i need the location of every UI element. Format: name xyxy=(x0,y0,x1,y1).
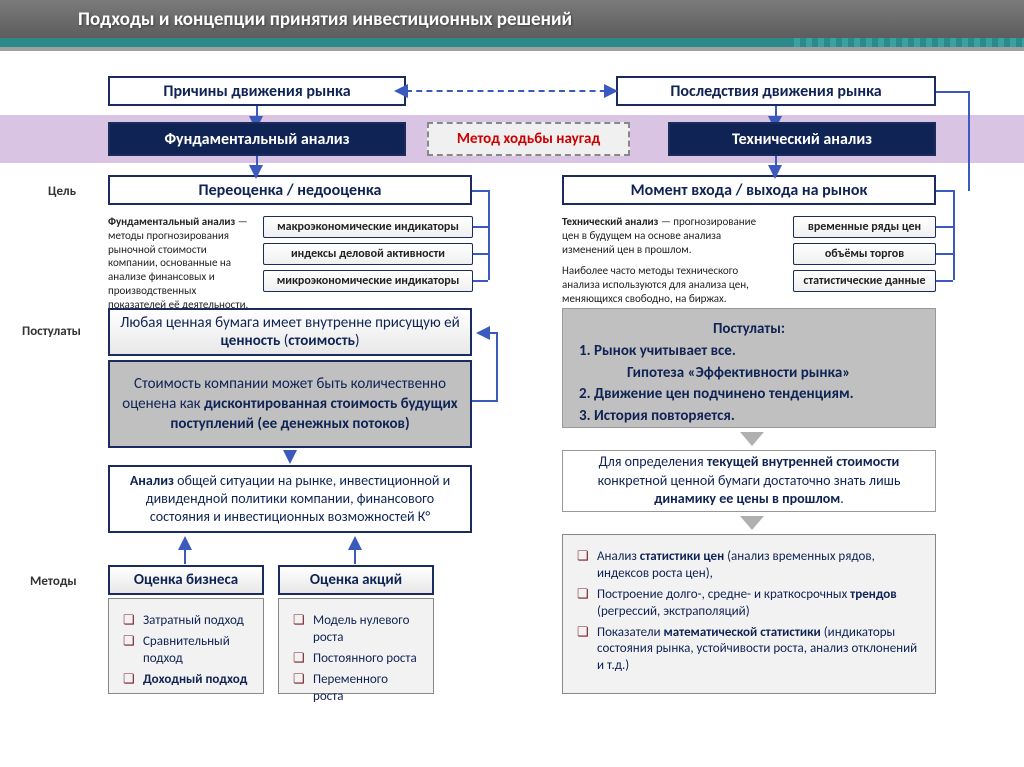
mr-1: Анализ статистики цен (анализ временных … xyxy=(577,549,921,583)
ind-left-3-label: микроэкономические индикаторы xyxy=(277,274,460,288)
mr-3: Показатели математической статистики (ин… xyxy=(577,625,921,676)
ind-left-1: макроэкономические индикаторы xyxy=(263,216,473,238)
label-causes: Причины движения рынка xyxy=(163,82,350,101)
arrow-icon xyxy=(249,165,263,179)
label-methods: Методы xyxy=(30,574,77,589)
connector xyxy=(488,190,490,280)
box-market-effects: Последствия движения рынка xyxy=(616,76,936,106)
stock-title: Оценка акций xyxy=(310,571,402,589)
box-market-causes: Причины движения рынка xyxy=(108,76,406,106)
connector xyxy=(354,548,356,564)
stock-i1: Модель нулевого роста xyxy=(293,613,419,647)
box-random-walk: Метод ходьбы наугад xyxy=(427,122,630,156)
list-biz: Затратный подход Сравнительный подход До… xyxy=(108,598,264,694)
post-left-3: Анализ общей ситуации на рынке, инвестиц… xyxy=(108,465,472,533)
box-internal-value: Для определения текущей внутренней стоим… xyxy=(562,450,936,512)
box-fundamental: Фундаментальный анализ xyxy=(108,122,406,156)
connector xyxy=(472,190,488,192)
dashed-link xyxy=(406,90,616,92)
p2: Стоимость компании может быть количестве… xyxy=(122,374,458,435)
label-effects: Последствия движения рынка xyxy=(670,82,881,101)
connector xyxy=(936,280,953,282)
connector xyxy=(968,91,970,191)
post-right-1sub: Гипотеза «Эффективности рынка» xyxy=(579,363,919,385)
arrow-icon xyxy=(604,84,618,98)
stock-i3: Переменного роста xyxy=(293,672,419,706)
post-left-1: Любая ценная бумага имеет внутренне прис… xyxy=(108,308,472,356)
connector xyxy=(936,253,953,255)
connector xyxy=(936,91,970,93)
box-stock-title: Оценка акций xyxy=(278,565,434,595)
ind-left-1-label: макроэкономические индикаторы xyxy=(277,220,459,234)
biz-title: Оценка бизнеса xyxy=(134,571,238,589)
ind-left-2: индексы деловой активности xyxy=(263,243,473,265)
arrow-icon xyxy=(283,450,297,464)
box-goal-right: Момент входа / выхода на рынок xyxy=(562,175,936,205)
ind-right-1: временные ряды цен xyxy=(793,216,936,238)
list-stock: Модель нулевого роста Постоянного роста … xyxy=(278,598,434,694)
ind-right-1-label: временные ряды цен xyxy=(808,220,921,234)
desc-tech2: Наиболее часто методы технического анали… xyxy=(562,264,749,305)
ind-right-3-label: статистические данные xyxy=(803,274,925,288)
label-goal: Цель xyxy=(48,184,76,199)
arrow-icon xyxy=(740,432,764,446)
desc-fund-t: — методы прогнозирования рыночной стоимо… xyxy=(108,215,248,311)
connector xyxy=(496,332,498,400)
box-technical: Технический анализ xyxy=(668,122,936,156)
teal-stripe xyxy=(0,38,1024,47)
label-technical: Технический анализ xyxy=(732,130,872,149)
page-title: Подходы и концепции принятия инвестицион… xyxy=(78,8,572,31)
biz-i1: Затратный подход xyxy=(123,613,249,630)
ind-left-2-label: индексы деловой активности xyxy=(291,247,445,261)
gray-line xyxy=(0,47,1024,51)
post-right-2: 2. Движение цен подчинено тенденциям. xyxy=(579,384,919,406)
box-goal-left: Переоценка / недооценка xyxy=(108,175,472,205)
biz-i3: Доходный подход xyxy=(123,672,249,689)
connector xyxy=(472,400,498,402)
iv: Для определения текущей внутренней стоим… xyxy=(577,453,921,510)
post-left-2: Стоимость компании может быть количестве… xyxy=(108,360,472,448)
connector xyxy=(473,253,488,255)
arrow-icon xyxy=(740,516,764,530)
desc-fund-b: Фундаментальный анализ xyxy=(108,215,235,228)
biz-i2: Сравнительный подход xyxy=(123,634,249,668)
ind-left-3: микроэкономические индикаторы xyxy=(263,270,473,292)
connector xyxy=(936,226,953,228)
connector xyxy=(936,190,953,192)
post-right-1: 1. Рынок учитывает все. xyxy=(579,341,919,363)
connector xyxy=(953,190,955,280)
arrow-icon xyxy=(394,84,408,98)
label-random: Метод ходьбы наугад xyxy=(457,130,600,148)
p3: Анализ общей ситуации на рынке, инвестиц… xyxy=(120,472,460,527)
post-right-title: Постулаты: xyxy=(579,319,919,341)
ind-right-2: объёмы торгов xyxy=(793,243,936,265)
post-right-panel: Постулаты: 1. Рынок учитывает все. Гипот… xyxy=(562,308,936,428)
desc-fundamental: Фундаментальный анализ — методы прогнози… xyxy=(108,215,253,311)
label-goal-left: Переоценка / недооценка xyxy=(199,181,382,200)
list-methods-right: Анализ статистики цен (анализ временных … xyxy=(562,534,936,694)
desc-technical: Технический анализ — прогнозирование цен… xyxy=(562,215,762,306)
box-biz-title: Оценка бизнеса xyxy=(108,565,264,595)
connector xyxy=(184,548,186,564)
header-bar: Подходы и концепции принятия инвестицион… xyxy=(0,0,1024,38)
ind-right-2-label: объёмы торгов xyxy=(825,247,904,261)
connector xyxy=(473,226,488,228)
stock-i2: Постоянного роста xyxy=(293,651,419,668)
desc-tech-b: Технический анализ xyxy=(562,215,658,228)
post-right-3: 3. История повторяется. xyxy=(579,406,919,428)
arrow-icon xyxy=(768,165,782,179)
label-fundamental: Фундаментальный анализ xyxy=(164,130,349,149)
connector xyxy=(473,280,488,282)
label-postulates: Постулаты xyxy=(22,324,81,339)
p1: Любая ценная бумага имеет внутренне прис… xyxy=(120,314,460,350)
label-goal-right: Момент входа / выхода на рынок xyxy=(631,181,868,200)
mr-2: Построение долго-, средне- и краткосрочн… xyxy=(577,587,921,621)
ind-right-3: статистические данные xyxy=(793,270,936,292)
